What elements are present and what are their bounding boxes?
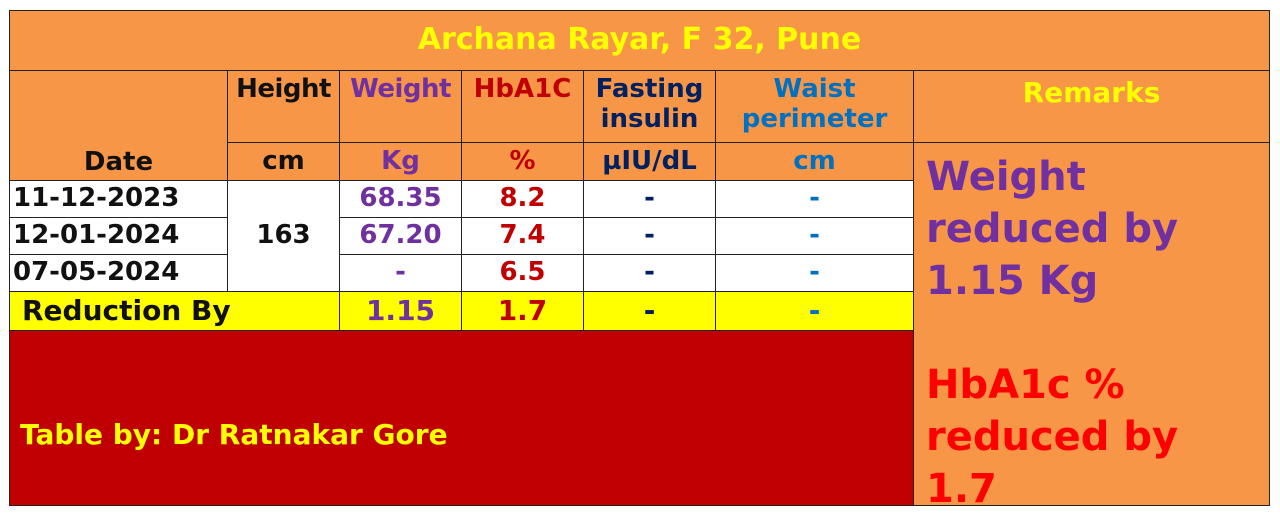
cell-hba1c: 6.5	[461, 254, 584, 292]
table-title: Archana Rayar, F 32, Pune	[9, 10, 1270, 71]
header-waist-perimeter: Waist perimeter	[715, 70, 914, 143]
cell-fasting: -	[583, 254, 716, 292]
header-remarks: Remarks	[913, 70, 1270, 143]
remark-hba1c-line1: HbA1c %	[926, 362, 1125, 408]
header-fasting-insulin: Fasting insulin	[583, 70, 716, 143]
reduction-waist: -	[715, 291, 914, 331]
cell-fasting: -	[583, 217, 716, 255]
unit-hba1c: %	[461, 142, 584, 181]
remark-hba1c-line3: 1.7	[926, 466, 997, 512]
cell-waist: -	[715, 254, 914, 292]
header-fasting-line1: Fasting	[595, 74, 704, 104]
remark-weight-line3: 1.15 Kg	[926, 258, 1099, 304]
reduction-weight: 1.15	[339, 291, 462, 331]
header-height: Height	[227, 70, 340, 143]
cell-date: 11-12-2023	[9, 180, 228, 218]
cell-weight: 67.20	[339, 217, 462, 255]
cell-weight: -	[339, 254, 462, 292]
remark-hba1c-line2: reduced by	[926, 414, 1179, 460]
cell-weight: 68.35	[339, 180, 462, 218]
cell-hba1c: 7.4	[461, 217, 584, 255]
remark-weight-line2: reduced by	[926, 206, 1179, 252]
cell-hba1c: 8.2	[461, 180, 584, 218]
reduction-fasting: -	[583, 291, 716, 331]
cell-waist: -	[715, 180, 914, 218]
reduction-hba1c: 1.7	[461, 291, 584, 331]
header-waist-line1: Waist	[773, 74, 856, 104]
credit-block: Table by: Dr Ratnakar Gore	[9, 330, 914, 506]
unit-waist: cm	[715, 142, 914, 181]
header-waist-line2: perimeter	[741, 103, 888, 134]
header-weight: Weight	[339, 70, 462, 143]
remark-weight-line1: Weight	[926, 154, 1086, 200]
unit-fasting: µIU/dL	[583, 142, 716, 181]
credit-text: Table by: Dr Ratnakar Gore	[20, 417, 448, 451]
header-fasting-line2: insulin	[600, 103, 699, 134]
remarks-body: Weight reduced by 1.15 Kg HbA1c % reduce…	[913, 142, 1270, 512]
reduction-label: Reduction By	[9, 291, 340, 331]
header-date: Date	[9, 70, 228, 181]
header-hba1c: HbA1C	[461, 70, 584, 143]
unit-height: cm	[227, 142, 340, 181]
cell-date: 12-01-2024	[9, 217, 228, 255]
cell-fasting: -	[583, 180, 716, 218]
cell-height-merged: 163	[227, 180, 340, 292]
unit-weight: Kg	[339, 142, 462, 181]
cell-waist: -	[715, 217, 914, 255]
cell-date: 07-05-2024	[9, 254, 228, 292]
